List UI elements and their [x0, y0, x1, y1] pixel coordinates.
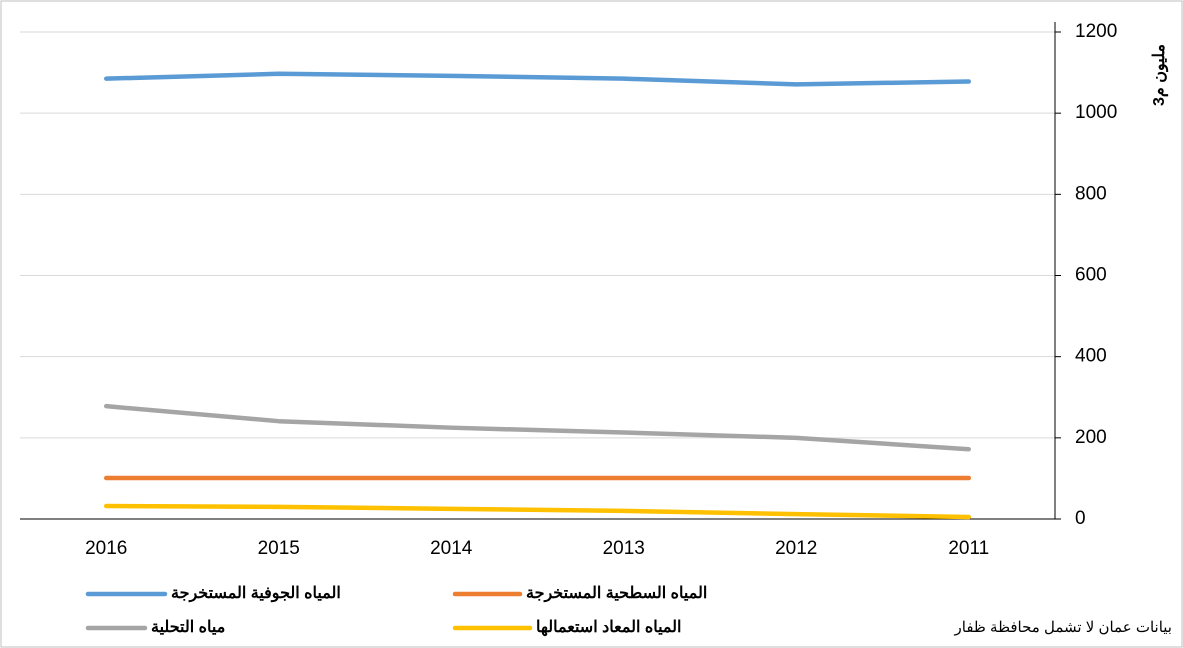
legend-label: المياه المعاد استعمالها [536, 619, 681, 637]
x-tick-label: 2014 [430, 538, 473, 559]
y-tick-label: 800 [1075, 183, 1107, 204]
x-tick-label: 2016 [85, 538, 127, 559]
legend-label: المياه الجوفية المستخرجة [171, 585, 341, 603]
series-line [104, 71, 971, 87]
x-tick-label: 2015 [258, 538, 300, 559]
note: بيانات عمان لا تشمل محافظة ظفار [954, 619, 1172, 636]
y-tick-label: 400 [1075, 346, 1107, 367]
series-line [104, 403, 971, 452]
series-line [104, 503, 971, 520]
y-tick-label: 1200 [1075, 21, 1117, 42]
x-tick-label: 2012 [775, 538, 817, 559]
y-tick-label: 200 [1075, 427, 1107, 448]
y-axis-title: مليون م3 [1151, 44, 1169, 106]
x-tick-label: 2013 [603, 538, 645, 559]
y-tick-label: 1000 [1075, 102, 1117, 123]
y-tick-label: 600 [1075, 265, 1107, 286]
x-tick-label: 2011 [948, 538, 989, 559]
y-tick-label: 0 [1075, 508, 1086, 529]
legend-label: المياه السطحية المستخرجة [526, 585, 707, 603]
legend-label: مياه التحلية [151, 619, 225, 636]
